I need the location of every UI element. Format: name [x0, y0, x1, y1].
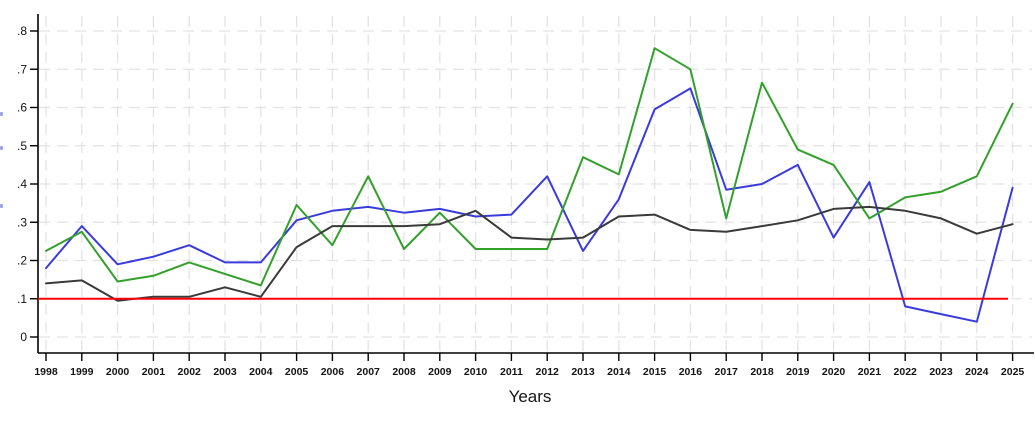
- x-tick-label-2018: 2018: [750, 366, 774, 378]
- y-tick-label-.2: .2: [17, 254, 27, 268]
- series-layer: [38, 47, 1014, 323]
- tick-label-layer: 1998 1999 2000 2001 2002 2003 2004 2005 2006 2007…: [17, 24, 1024, 378]
- x-tick-label-2010: 2010: [464, 366, 488, 378]
- dark-gray-series: [45, 205, 1014, 302]
- x-tick-label-2022: 2022: [894, 366, 918, 378]
- x-tick-label-2025: 2025: [1001, 366, 1025, 378]
- y-tick-label-.3: .3: [17, 215, 27, 229]
- x-tick-label-2020: 2020: [822, 366, 846, 378]
- y-tick-label-.7: .7: [17, 62, 27, 76]
- x-tick-label-2019: 2019: [786, 366, 810, 378]
- clipped-y-axis-title-fragment: [0, 204, 3, 208]
- x-tick-label-2002: 2002: [178, 366, 202, 378]
- x-tick-label-2007: 2007: [357, 366, 381, 378]
- x-tick-label-2000: 2000: [106, 366, 130, 378]
- x-tick-label-2013: 2013: [571, 366, 595, 378]
- grid-layer: [39, 16, 1032, 352]
- x-tick-label-2021: 2021: [858, 366, 882, 378]
- y-tick-label-0: 0: [20, 330, 27, 344]
- x-tick-label-2003: 2003: [213, 366, 237, 378]
- x-tick-label-2011: 2011: [500, 366, 523, 378]
- x-tick-label-2017: 2017: [715, 366, 739, 378]
- x-tick-label-2023: 2023: [929, 366, 953, 378]
- x-tick-label-2016: 2016: [679, 366, 703, 378]
- blue-series: [45, 87, 1014, 323]
- x-tick-label-2009: 2009: [428, 366, 452, 378]
- x-tick-label-1998: 1998: [34, 366, 58, 378]
- y-tick-label-.6: .6: [17, 101, 27, 115]
- x-tick-label-2001: 2001: [142, 366, 166, 378]
- clipped-y-axis-title-fragment: [0, 112, 3, 116]
- x-tick-label-1999: 1999: [70, 366, 94, 378]
- x-tick-label-2006: 2006: [321, 366, 345, 378]
- y-tick-label-.1: .1: [17, 292, 27, 306]
- x-tick-label-2014: 2014: [607, 366, 631, 378]
- y-tick-label-.8: .8: [17, 24, 27, 38]
- x-tick-label-2005: 2005: [285, 366, 309, 378]
- green-series: [45, 47, 1014, 287]
- x-tick-label-2008: 2008: [392, 366, 416, 378]
- y-tick-label-.5: .5: [17, 139, 27, 153]
- x-tick-label-2012: 2012: [536, 366, 560, 378]
- clipped-y-axis-title-fragment: [0, 146, 3, 150]
- x-tick-label-2015: 2015: [643, 366, 667, 378]
- x-tick-label-2004: 2004: [249, 366, 273, 378]
- axis-layer: [30, 14, 1034, 361]
- y-tick-label-.4: .4: [17, 177, 27, 191]
- x-tick-label-2024: 2024: [965, 366, 989, 378]
- x-axis-title: Years: [509, 387, 552, 406]
